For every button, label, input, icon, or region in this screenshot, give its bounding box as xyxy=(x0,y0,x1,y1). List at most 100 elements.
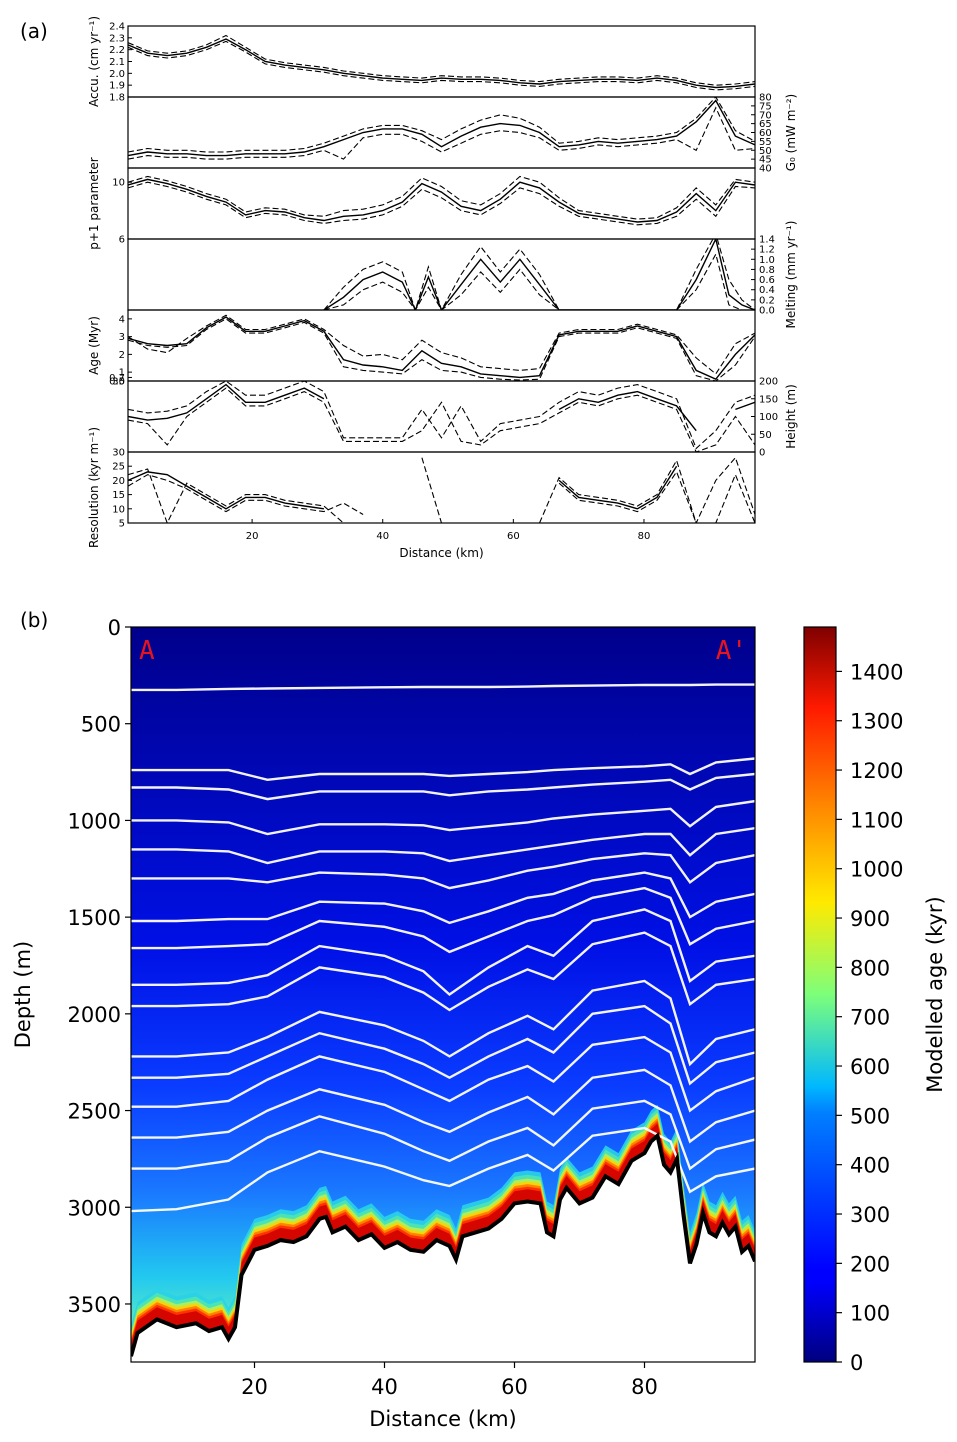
subplot-5: 0 50 100 150 200 30 Height (m) xyxy=(112,377,798,459)
y-axis-label: Depth (m) xyxy=(11,941,35,1048)
ytick-label: 2.0 xyxy=(109,69,125,80)
age-field xyxy=(131,627,755,1362)
subplot-frame xyxy=(127,451,756,524)
series-line-2-1 xyxy=(128,175,755,220)
xtick-label: 20 xyxy=(246,531,259,542)
ytick-label: 1 xyxy=(119,368,125,379)
ytick-label: 45 xyxy=(759,155,772,166)
xtick-label: 40 xyxy=(371,1375,398,1399)
isochrone-11 xyxy=(131,1004,755,1086)
ytick-label: 20 xyxy=(112,476,125,487)
colorbar-tick-label: 1200 xyxy=(850,759,903,783)
isochrone-10 xyxy=(131,979,755,1067)
series-line-4-1 xyxy=(128,314,755,375)
ytick-label: 2.2 xyxy=(109,45,125,56)
colorbar-tick-label: 100 xyxy=(850,1302,890,1326)
ytick-label: 1.9 xyxy=(109,81,125,92)
ytick-label: 15 xyxy=(112,490,125,501)
colorbar-tick-label: 0 xyxy=(850,1351,863,1375)
subplot-series-group xyxy=(323,239,755,310)
ytick-label: 70 xyxy=(759,110,772,121)
ytick-label: 2000 xyxy=(68,1003,121,1027)
ytick-label: 2.1 xyxy=(109,57,125,68)
colorbar-tick-label: 800 xyxy=(850,956,890,980)
ytick-label: 10 xyxy=(112,178,125,189)
ytick-label: 0.8 xyxy=(759,265,775,276)
panel-b-letter: (b) xyxy=(20,608,48,632)
ylabel: G₀ (mW m⁻²) xyxy=(784,94,798,172)
ylabel: Height (m) xyxy=(784,384,798,449)
colorbar xyxy=(803,626,837,1363)
ytick-label: 10 xyxy=(112,504,125,515)
ytick-label: 0.0 xyxy=(759,306,775,317)
subplot-series-group xyxy=(128,97,755,160)
ytick-label: 0.5 xyxy=(109,377,125,388)
ytick-label: 75 xyxy=(759,101,772,112)
series-line-5-1 xyxy=(128,381,755,450)
isochrone-4 xyxy=(131,827,755,865)
isochrone-0 xyxy=(131,683,755,692)
colorbar-tick-label: 400 xyxy=(850,1154,890,1178)
ytick-label: 1.0 xyxy=(759,255,775,266)
series-line-3-0 xyxy=(323,239,755,310)
ytick-label: 1.4 xyxy=(759,235,775,246)
series-line-5-2 xyxy=(128,387,755,452)
colorbar-tick-label: 500 xyxy=(850,1104,890,1128)
annotation-a-prime: A' xyxy=(716,636,747,666)
ytick-label: 3 xyxy=(119,332,125,343)
series-line-2-2 xyxy=(128,181,755,226)
ytick-label: 2500 xyxy=(68,1100,121,1124)
ytick-label: 1500 xyxy=(68,906,121,930)
colorbar-tick-label: 900 xyxy=(850,907,890,931)
ytick-label: 3000 xyxy=(68,1196,121,1220)
series-line-6-0 xyxy=(128,465,678,510)
series-line-6-2 xyxy=(128,470,755,523)
ytick-label: 2.3 xyxy=(109,33,125,44)
ytick-label: 200 xyxy=(759,377,778,388)
isochrone-1 xyxy=(131,757,755,782)
ytick-label: 25 xyxy=(112,462,125,473)
ytick-label: 50 xyxy=(759,146,772,157)
colorbar-tick-label: 700 xyxy=(850,1006,890,1030)
bedrock xyxy=(131,1135,755,1362)
isochrone-13 xyxy=(131,1068,755,1144)
subplot-series-group xyxy=(128,34,755,91)
ytick-label: 30 xyxy=(112,448,125,459)
ytick-label: 5 xyxy=(119,519,125,530)
ylabel: Melting (mm yr⁻¹) xyxy=(784,221,798,329)
isochrone-8 xyxy=(131,908,755,997)
ytick-label: 150 xyxy=(759,394,778,405)
colorbar-tick-label: 1300 xyxy=(850,710,903,734)
x-axis-label: Distance (km) xyxy=(399,546,483,560)
ytick-label-left: 6 xyxy=(119,235,125,246)
colorbar-tick-label: 200 xyxy=(850,1252,890,1276)
colorbar-tick-label: 1100 xyxy=(850,808,903,832)
series-line-3-1 xyxy=(323,239,755,310)
ylabel: p+1 parameter xyxy=(87,157,101,250)
ytick-label: 0.7 xyxy=(109,373,125,384)
ytick-label-left: 30 xyxy=(112,377,125,388)
ytick-label: 0 xyxy=(108,616,121,640)
xtick-label: 40 xyxy=(376,531,389,542)
subplot-series-group xyxy=(128,175,755,226)
ytick-label: 2 xyxy=(119,350,125,361)
xtick-label: 80 xyxy=(638,531,651,542)
panel-a-letter: (a) xyxy=(20,19,48,43)
colorbar-tick-label: 300 xyxy=(850,1203,890,1227)
series-line-0-2 xyxy=(128,40,755,91)
series-line-4-2 xyxy=(128,318,755,381)
ytick-label: 40 xyxy=(759,164,772,175)
series-line-1-0 xyxy=(128,99,755,157)
ytick-label: 0 xyxy=(759,448,765,459)
x-axis-label: Distance (km) xyxy=(369,1407,517,1431)
isochrone-2 xyxy=(131,772,755,801)
ytick-label: 100 xyxy=(759,412,778,423)
series-line-0-1 xyxy=(128,34,755,86)
xtick-label: 20 xyxy=(241,1375,268,1399)
ytick-label: 0.2 xyxy=(759,295,775,306)
isochrone-3 xyxy=(131,799,755,836)
series-line-4-0 xyxy=(128,316,755,381)
subplot-series-group xyxy=(128,456,755,523)
